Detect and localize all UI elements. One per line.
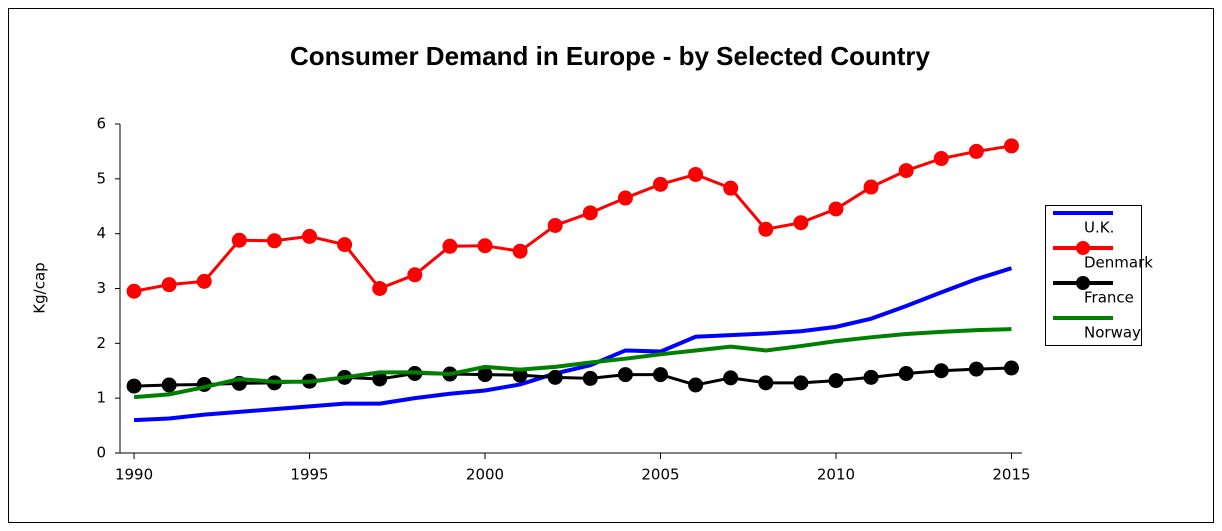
data-point <box>793 215 809 231</box>
data-point <box>161 377 177 393</box>
data-point <box>828 201 844 217</box>
data-point <box>582 205 598 221</box>
data-point <box>161 277 177 293</box>
data-point <box>547 217 563 233</box>
chart-frame <box>8 8 1214 523</box>
data-point <box>477 238 493 254</box>
legend-text: U.K. <box>1084 219 1114 237</box>
x-tick-label: 2000 <box>466 466 504 484</box>
data-point <box>196 273 212 289</box>
data-point <box>126 283 142 299</box>
data-point <box>266 233 282 249</box>
x-tick-label: 2005 <box>641 466 679 484</box>
x-tick-label: 1990 <box>115 466 153 484</box>
legend-text: France <box>1084 289 1134 307</box>
series-line <box>133 327 1012 400</box>
legend-text: Denmark <box>1084 254 1153 272</box>
data-point <box>442 238 458 254</box>
data-point <box>372 281 388 296</box>
series-line <box>133 266 1013 423</box>
data-point <box>968 361 984 377</box>
data-point <box>933 151 949 167</box>
legend-marker <box>1076 241 1090 255</box>
legend-box <box>1045 205 1142 346</box>
x-tick-label: 2015 <box>992 466 1030 484</box>
data-point <box>652 367 668 383</box>
data-point <box>688 377 704 393</box>
data-point <box>547 369 563 385</box>
data-point <box>302 228 318 244</box>
y-axis-label: Kg/cap <box>31 262 49 313</box>
data-point <box>933 363 949 379</box>
data-point <box>968 143 984 159</box>
data-point <box>512 243 528 259</box>
data-point <box>617 367 633 383</box>
data-point <box>793 375 809 391</box>
data-point <box>723 370 739 386</box>
y-tick-label: 6 <box>96 115 106 133</box>
data-point <box>617 190 633 206</box>
data-point <box>337 237 353 253</box>
y-tick-label: 4 <box>96 224 106 242</box>
data-point <box>758 221 774 237</box>
x-tick-label: 1995 <box>290 466 328 484</box>
data-point <box>723 180 739 196</box>
data-point <box>758 375 774 391</box>
data-point <box>898 365 914 381</box>
x-tick-label: 2010 <box>817 466 855 484</box>
data-point <box>582 370 598 386</box>
y-tick-label: 0 <box>96 444 106 462</box>
data-point <box>898 163 914 179</box>
data-point <box>652 176 668 192</box>
y-tick-label: 5 <box>96 169 106 187</box>
chart-title: Consumer Demand in Europe - by Selected … <box>290 41 931 71</box>
data-point <box>407 267 423 283</box>
data-point <box>828 373 844 389</box>
data-point <box>1003 138 1019 154</box>
data-point <box>126 378 142 394</box>
data-point <box>1003 360 1019 376</box>
legend-marker <box>1076 276 1090 290</box>
y-tick-label: 2 <box>96 334 106 352</box>
data-point <box>688 166 704 182</box>
data-point <box>863 179 879 195</box>
y-tick-label: 1 <box>96 389 106 407</box>
data-point <box>231 232 247 248</box>
y-tick-label: 3 <box>96 279 106 297</box>
legend-text: Norway <box>1084 324 1141 342</box>
data-point <box>863 369 879 385</box>
